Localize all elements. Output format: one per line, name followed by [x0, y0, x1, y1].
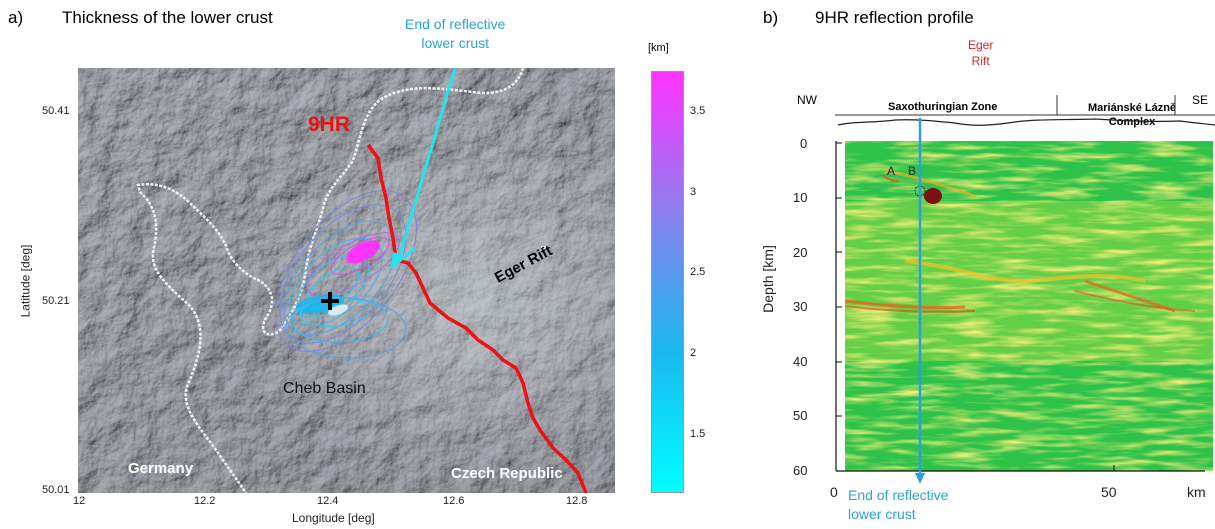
- b-ytick-40: 40: [793, 354, 808, 369]
- panel-a-letter: a): [8, 8, 24, 27]
- relief-map: 9HR Cheb Basin Eger Rift Germany Czech R…: [78, 68, 615, 493]
- profile-9hr-label: 9HR: [308, 113, 350, 136]
- nw-label: NW: [797, 93, 817, 107]
- b-xtick-50: 50: [1101, 484, 1117, 500]
- colorbar-tick-3.5: 3.5: [690, 105, 706, 117]
- panel-b-annotation: End of reflective lower crust: [848, 487, 949, 522]
- a-ytick-50.01: 50.01: [42, 484, 70, 496]
- basin-label: Cheb Basin: [283, 380, 366, 397]
- czech-label: Czech Republic: [451, 465, 563, 482]
- a-xtick-12.2: 12.2: [194, 495, 216, 507]
- profile-9hr-line: [366, 143, 588, 493]
- colorbar-tick-3: 3: [690, 186, 697, 198]
- b-ylabel: Depth [km]: [759, 245, 776, 313]
- annotation-line-b: [915, 118, 925, 484]
- a-xtick-12: 12: [73, 495, 86, 507]
- colorbar-unit: [km]: [648, 42, 669, 54]
- panel-a-annotation: End of reflective lower crust: [405, 16, 506, 51]
- se-label: SE: [1192, 93, 1209, 107]
- b-xtick-km: km: [1187, 484, 1206, 500]
- a-xtick-12.8: 12.8: [566, 495, 588, 507]
- colorbar-tick-2: 2: [690, 347, 697, 359]
- a-ytick-50.21: 50.21: [42, 295, 70, 307]
- b-ytick-30: 30: [793, 299, 808, 314]
- panel-b-axes: [835, 141, 1205, 472]
- reflection-section: A B: [845, 141, 1213, 471]
- zone-saxothuringian: Saxothuringian Zone: [888, 101, 998, 113]
- b-ytick-60: 60: [793, 463, 808, 478]
- b-xtick-0: 0: [830, 484, 838, 500]
- a-xlabel: Longitude [deg]: [292, 511, 375, 525]
- b-ytick-20: 20: [793, 245, 808, 260]
- germany-label: Germany: [128, 460, 194, 477]
- station-cross-marker: [321, 292, 339, 310]
- zone-boxes: [835, 95, 1215, 126]
- panel-b-title: 9HR reflection profile: [815, 8, 974, 27]
- panel-a-title: Thickness of the lower crust: [62, 8, 273, 27]
- colorbar-tick-1.5: 1.5: [690, 428, 706, 440]
- eger-rift-label: Eger Rift: [968, 38, 994, 68]
- a-xtick-12.4: 12.4: [317, 495, 339, 507]
- a-xtick-12.6: 12.6: [443, 495, 465, 507]
- point-a: A: [887, 164, 895, 178]
- colorbar: [651, 71, 684, 493]
- point-b: B: [908, 164, 916, 178]
- colorbar-tick-2.5: 2.5: [690, 266, 706, 278]
- annotation-arrow: [397, 68, 457, 259]
- a-ylabel: Latitude [deg]: [18, 244, 33, 318]
- b-ytick-50: 50: [793, 408, 808, 423]
- country-border: [136, 68, 525, 493]
- zone-marianske: Mariánské Lázně Complex: [1088, 102, 1177, 128]
- b-ytick-10: 10: [793, 190, 808, 205]
- panel-b-letter: b): [763, 8, 779, 27]
- b-ytick-0: 0: [800, 136, 808, 151]
- a-ytick-50.41: 50.41: [42, 105, 70, 117]
